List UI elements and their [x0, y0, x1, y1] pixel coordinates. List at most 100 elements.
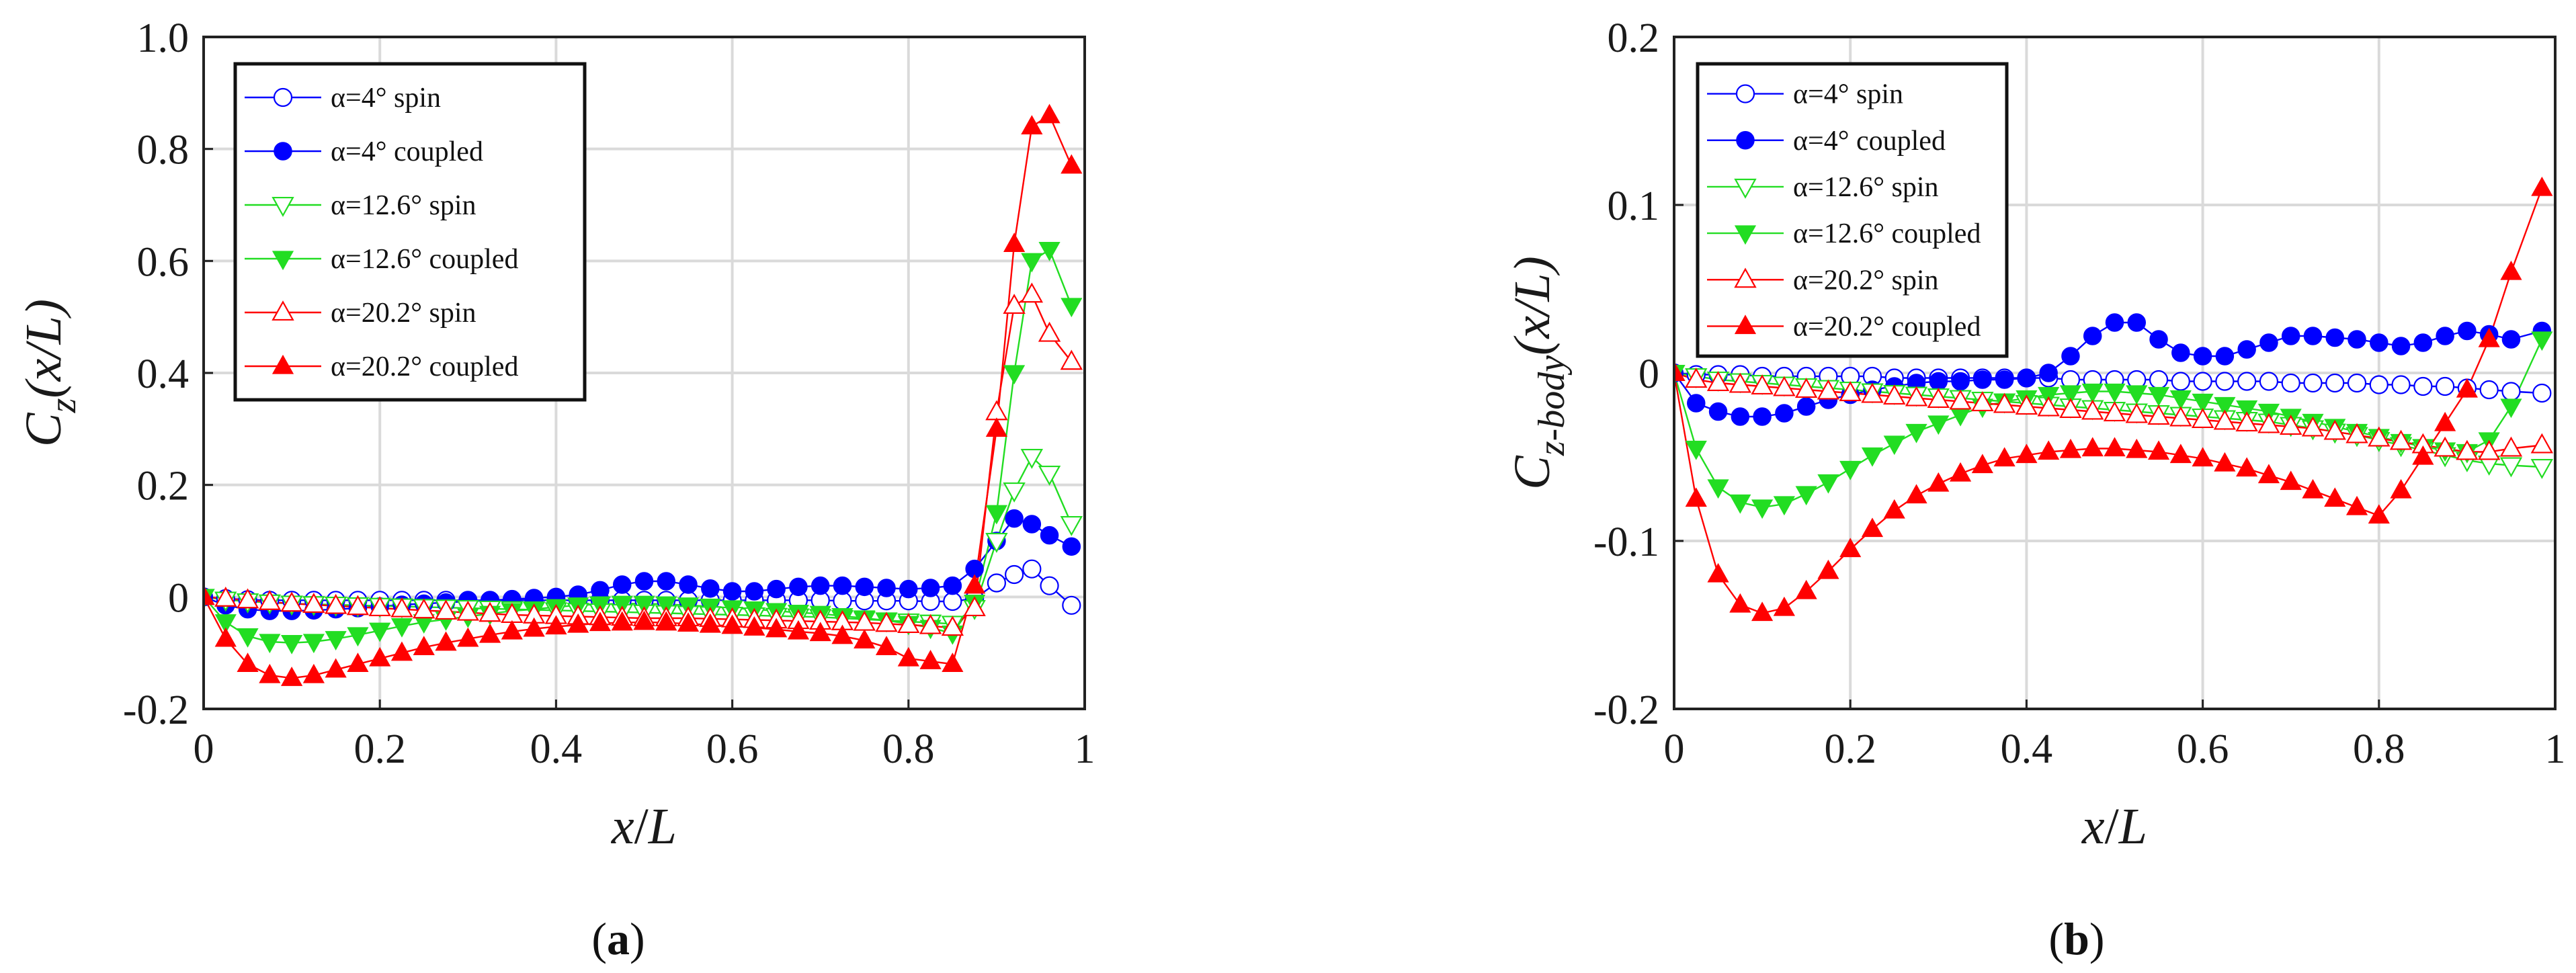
x-tick-label: 0.4 [530, 726, 583, 772]
data-point-series-0 [2281, 373, 2300, 393]
data-point-series-1 [2193, 347, 2212, 366]
data-point-series-5 [2038, 440, 2060, 460]
x-tick-label: 0.8 [882, 726, 935, 772]
y-axis-label-subscript: z-body [1531, 355, 1573, 456]
data-point-series-0 [2325, 373, 2345, 393]
data-point-series-1 [921, 579, 940, 597]
data-point-series-4 [1794, 378, 1818, 398]
data-point-series-1 [2458, 321, 2477, 341]
x-tick-label: 0 [194, 726, 214, 772]
data-point-series-4 [2345, 423, 2368, 443]
data-point-series-5 [1038, 103, 1061, 124]
data-point-series-4 [2280, 415, 2302, 435]
data-point-series-5 [1021, 115, 1043, 135]
data-point-series-5 [1707, 562, 1729, 583]
data-point-series-4 [1060, 349, 1083, 370]
data-point-series-3 [390, 618, 413, 638]
data-point-series-5 [545, 615, 567, 635]
data-point-series-5 [2169, 443, 2192, 464]
chart-panel-b: 0 0.2 0.4 0.6 0.8 1-0.2-0.100.10.2x/LCz-body(… [1504, 15, 2566, 964]
legend-entry: α=12.6° coupled [331, 244, 518, 275]
data-point-series-5 [854, 629, 876, 649]
data-point-series-0 [2369, 375, 2388, 394]
data-point-series-0 [2303, 373, 2323, 393]
data-point-series-3 [1905, 423, 1927, 443]
y-tick-label: 0.2 [137, 464, 190, 509]
data-point-series-4 [1706, 371, 1730, 392]
data-point-series-1 [811, 576, 830, 595]
legend-entry: α=4° coupled [1793, 126, 1946, 157]
data-point-series-5 [1927, 472, 1950, 492]
x-tick-label: 0.2 [354, 726, 406, 772]
legend-marker [272, 300, 294, 321]
data-point-series-4 [941, 616, 964, 636]
data-point-series-4 [2191, 408, 2214, 429]
data-point-series-1 [2237, 340, 2256, 359]
x-tick-label: 1 [2545, 726, 2566, 772]
data-point-series-5 [214, 627, 237, 647]
data-point-series-1 [612, 575, 632, 594]
data-point-series-5 [2500, 260, 2522, 280]
data-point-series-3 [1685, 440, 1707, 460]
data-point-series-5 [1751, 601, 1774, 622]
data-point-series-1 [1022, 515, 1042, 534]
plot-area [1674, 176, 2554, 622]
x-axis-label-part: L [2118, 798, 2147, 855]
y-tick-label: 0 [168, 575, 189, 621]
data-point-series-5 [1003, 232, 1026, 253]
y-axis-label-subscript: z [42, 398, 84, 413]
data-point-series-4 [2081, 399, 2104, 420]
data-point-series-3 [2214, 396, 2236, 417]
y-axis-label: Cz-body(x/L) [1504, 256, 1573, 490]
data-point-series-3 [611, 595, 633, 616]
legend-box [1696, 62, 2009, 358]
x-tick-label: 0.8 [2353, 726, 2405, 772]
y-tick-label: 0 [1638, 351, 1659, 397]
data-point-series-4 [1905, 386, 1928, 407]
data-point-series-1 [2413, 333, 2433, 352]
data-point-series-0 [2149, 370, 2169, 390]
legend-marker [272, 196, 294, 217]
data-point-series-4 [324, 593, 347, 614]
data-point-series-2 [2499, 457, 2523, 478]
data-point-series-1 [2370, 333, 2388, 352]
data-point-series-1 [1731, 407, 1750, 426]
data-point-series-5 [390, 641, 413, 661]
legend-entry: α=20.2° spin [1793, 265, 1939, 296]
data-point-series-4 [1993, 392, 2016, 413]
data-point-series-1 [2215, 347, 2235, 366]
plot-area [204, 103, 1083, 686]
data-point-series-4 [2301, 416, 2325, 437]
data-point-series-1 [2127, 313, 2147, 332]
data-point-series-4 [1685, 368, 1708, 388]
y-tick-label: 0.6 [137, 239, 190, 285]
data-point-series-0 [2215, 372, 2235, 391]
data-point-series-5 [1061, 154, 1083, 174]
data-point-series-4 [919, 614, 942, 634]
x-tick-label: 0.6 [2177, 726, 2229, 772]
data-point-series-2 [1020, 448, 1044, 469]
data-point-series-4 [258, 589, 282, 610]
data-point-series-4 [1927, 388, 1950, 409]
data-point-series-4 [1861, 382, 1884, 403]
data-point-series-5 [2147, 440, 2170, 460]
y-tick-label: -0.2 [123, 687, 189, 733]
data-point-series-3 [1839, 460, 1862, 480]
legend-marker [274, 142, 292, 161]
data-point-series-1 [855, 577, 874, 597]
data-point-series-4 [2125, 403, 2148, 423]
data-point-series-4 [2103, 401, 2126, 422]
data-point-series-5 [479, 623, 501, 643]
legend-entry: α=20.2° coupled [1793, 311, 1981, 342]
data-point-series-5 [589, 611, 612, 632]
chart-panel-a: 0 0.2 0.4 0.6 0.8 1-0.200.20.40.60.81.0x/LCz(… [15, 15, 1095, 964]
data-point-series-4 [346, 595, 370, 616]
x-tick-label: 0.2 [1824, 726, 1876, 772]
data-point-series-5 [611, 611, 633, 631]
data-point-series-5 [1905, 484, 1927, 504]
data-point-series-1 [943, 576, 962, 595]
x-axis-label-part: / [634, 798, 649, 855]
data-point-series-5 [897, 646, 919, 667]
data-point-series-1 [745, 582, 764, 601]
legend-entry: α=20.2° spin [331, 298, 476, 329]
